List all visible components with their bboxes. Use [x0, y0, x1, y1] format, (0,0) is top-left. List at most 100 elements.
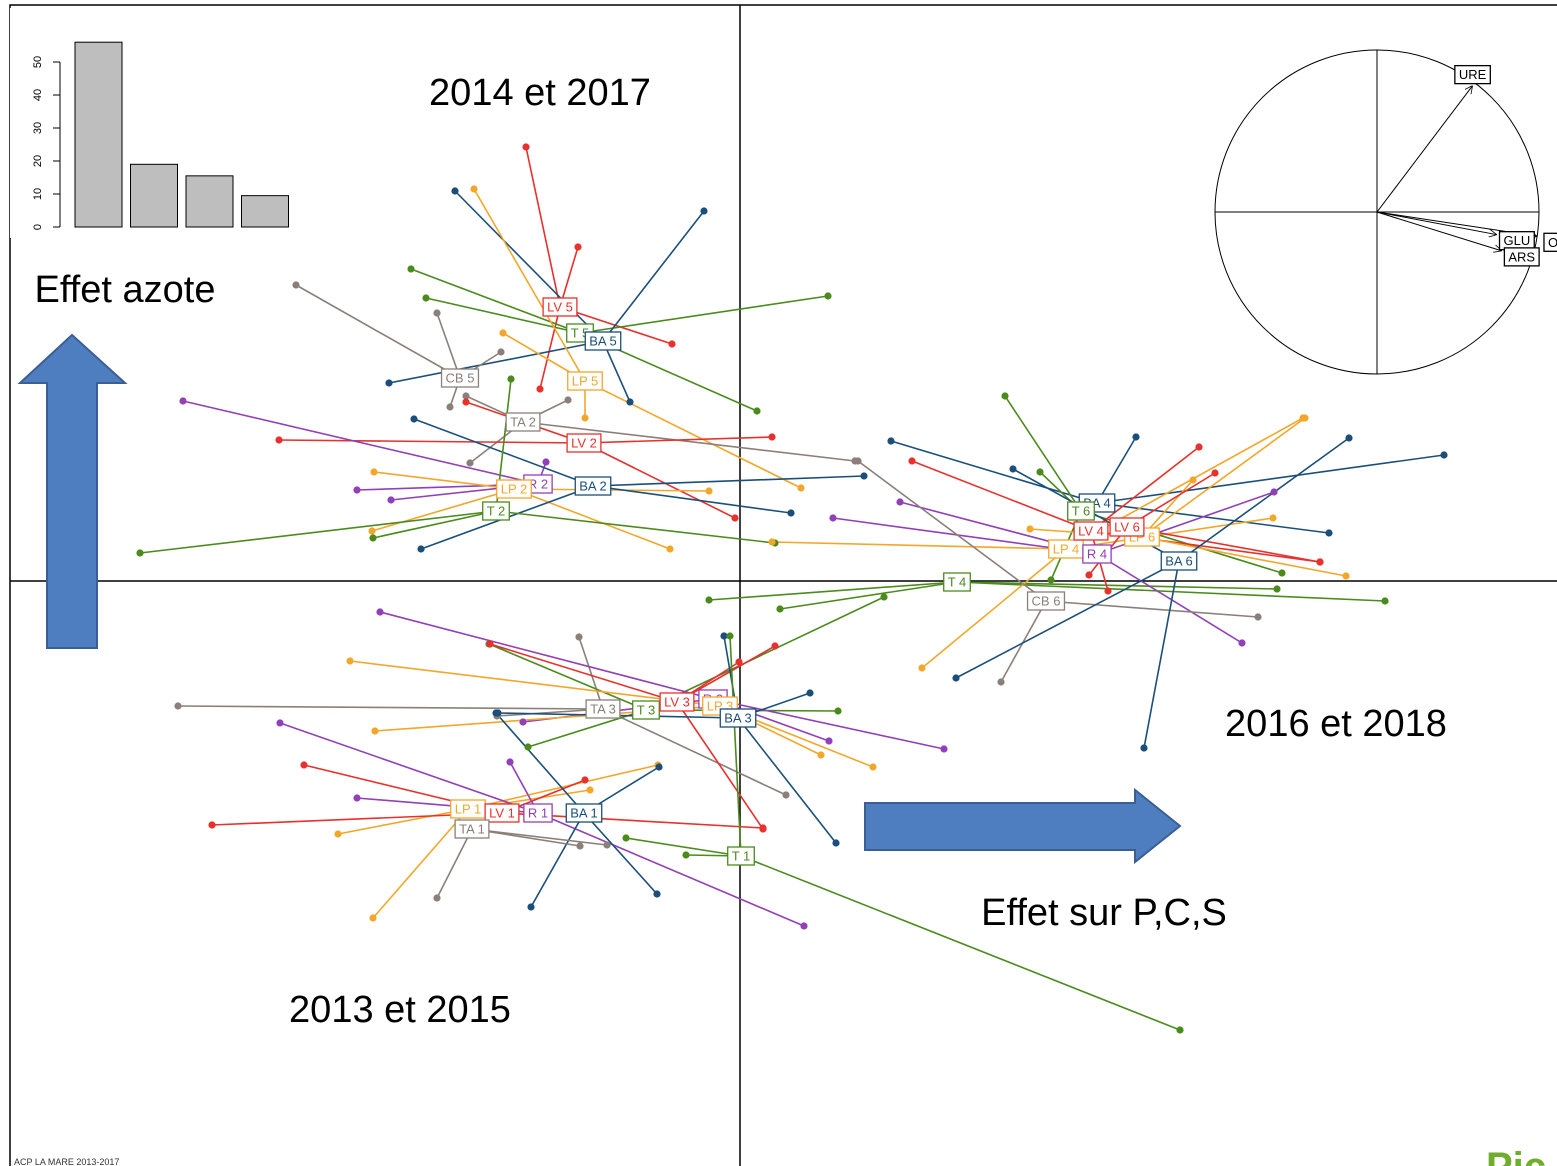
point: [997, 678, 1005, 686]
point: [527, 903, 535, 911]
class-label-text: T 4: [948, 575, 967, 590]
class-label-box: [1067, 501, 1095, 521]
right-arrow: [864, 787, 1182, 865]
point: [829, 514, 837, 522]
point: [1345, 434, 1353, 442]
point: [653, 890, 661, 898]
point: [387, 496, 395, 504]
point: [705, 487, 713, 495]
point: [292, 281, 300, 289]
spoke: [1096, 553, 1243, 644]
spoke: [496, 708, 604, 717]
spoke: [955, 560, 1180, 679]
footer: ACP LA MARE 2013-2017: [14, 1157, 119, 1166]
point: [860, 472, 868, 480]
spoke: [602, 708, 787, 796]
class-label-box: [1109, 517, 1145, 537]
point: [1273, 585, 1281, 593]
annotation: Effet sur P,C,S: [981, 892, 1227, 934]
point: [353, 794, 361, 802]
spoke: [495, 712, 585, 814]
point: [832, 839, 840, 847]
point: [1140, 744, 1148, 752]
class-label: LP 2: [496, 479, 532, 499]
class-label-box: [632, 700, 660, 720]
spoke: [779, 581, 958, 610]
spoke: [592, 475, 865, 487]
class-label-text: T 3: [637, 703, 656, 718]
point: [768, 433, 776, 441]
point: [208, 821, 216, 829]
point: [952, 674, 960, 682]
point: [334, 830, 342, 838]
class-label-text: BA 1: [570, 806, 597, 821]
class-label-text: T 2: [487, 504, 506, 519]
spoke: [1004, 395, 1082, 512]
spoke: [413, 418, 594, 487]
class-label-text: BA 3: [724, 711, 751, 726]
point: [880, 593, 888, 601]
spoke: [712, 698, 945, 750]
annotation: Effet azote: [35, 269, 216, 311]
variable-label-text: ARS: [1508, 249, 1535, 264]
point: [574, 243, 582, 251]
spoke: [513, 488, 671, 550]
point: [1238, 639, 1246, 647]
class-label-box: [574, 476, 612, 496]
spoke: [539, 306, 561, 390]
point: [626, 398, 634, 406]
class-label: LP 4: [1048, 539, 1084, 559]
point: [1316, 558, 1324, 566]
spoke: [278, 439, 585, 444]
point: [896, 498, 904, 506]
class-label: R 4: [1082, 544, 1112, 564]
class-label-box: [484, 803, 520, 823]
point: [470, 185, 478, 193]
class-label-text: R 2: [528, 477, 548, 492]
point: [759, 824, 767, 832]
spoke: [337, 808, 469, 835]
point: [1342, 572, 1350, 580]
class-label-text: LV 2: [571, 436, 597, 451]
class-label: LP 1: [450, 799, 486, 819]
point: [1301, 414, 1309, 422]
point: [771, 642, 779, 650]
class-label: R 1: [523, 803, 553, 823]
class-label: T 1: [727, 846, 755, 866]
point: [370, 468, 378, 476]
class-label: LV 3: [659, 692, 695, 712]
loading-arrow: [1376, 86, 1473, 213]
spoke: [1065, 517, 1274, 550]
point: [410, 415, 418, 423]
point: [666, 545, 674, 553]
y-tick-label: 50: [32, 56, 44, 68]
spoke: [379, 611, 714, 700]
class-label-box: [727, 846, 755, 866]
point: [622, 834, 630, 842]
class-label-text: TA 2: [510, 415, 536, 430]
spoke: [522, 421, 856, 462]
class-label-text: LV 1: [489, 806, 515, 821]
point: [603, 841, 611, 849]
point: [1001, 392, 1009, 400]
class-label-box: [659, 692, 695, 712]
point: [776, 605, 784, 613]
point: [787, 509, 795, 517]
point: [506, 758, 514, 766]
class-label: TA 3: [585, 699, 621, 719]
spoke: [1000, 600, 1047, 683]
point: [887, 437, 895, 445]
point: [368, 527, 376, 535]
point: [753, 407, 761, 415]
class-label-text: BA 2: [579, 479, 606, 494]
class-label-text: LV 6: [1114, 520, 1140, 535]
point: [825, 737, 833, 745]
spoke: [921, 548, 1067, 669]
point: [497, 348, 505, 356]
point: [519, 718, 527, 726]
spoke: [1141, 417, 1306, 538]
spoke: [372, 808, 469, 919]
class-label-box: [1082, 544, 1112, 564]
class-label-box: [1073, 521, 1109, 541]
bar: [130, 163, 178, 228]
